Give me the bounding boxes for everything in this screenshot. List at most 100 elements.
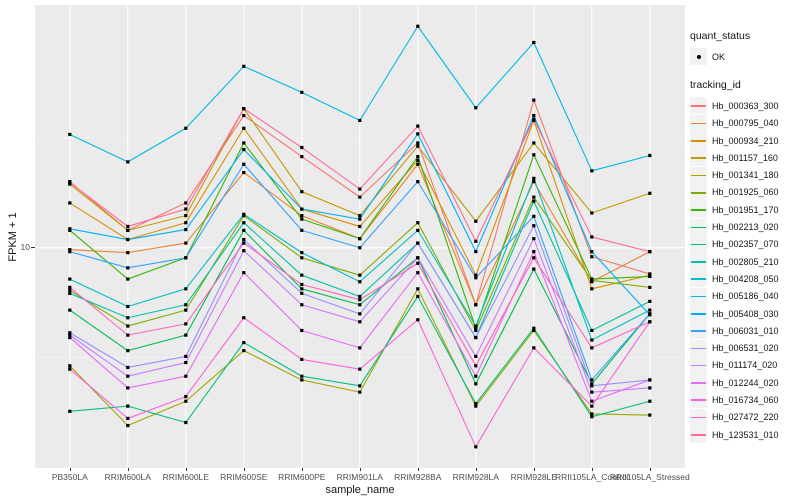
data-point <box>358 237 362 241</box>
data-point <box>126 404 130 408</box>
data-point <box>532 250 536 254</box>
x-axis-tick-mark <box>127 468 129 471</box>
data-point <box>474 276 478 280</box>
data-point <box>474 374 478 378</box>
data-point <box>242 237 246 242</box>
data-point <box>300 217 304 221</box>
plot-panel <box>35 5 685 468</box>
data-point <box>68 180 72 185</box>
data-point <box>300 374 304 378</box>
legend-item-Hb_002357_070: Hb_002357_070 <box>690 235 800 253</box>
data-point <box>416 24 420 28</box>
legend-item-Hb_016734_060: Hb_016734_060 <box>690 391 800 409</box>
data-point <box>648 250 652 254</box>
legend-item-label: Hb_001157_160 <box>712 152 778 163</box>
data-point <box>242 340 246 345</box>
x-axis-tick-mark <box>649 468 651 471</box>
line-icon <box>691 105 706 108</box>
data-point <box>300 214 304 218</box>
data-point <box>474 326 478 330</box>
data-point <box>242 107 246 111</box>
x-axis-tick-mark <box>301 468 303 471</box>
data-point <box>532 40 536 45</box>
legend-key-swatch <box>690 97 707 115</box>
legend-item-Hb_005186_040: Hb_005186_040 <box>690 287 800 305</box>
data-point <box>590 328 594 333</box>
data-point <box>590 382 594 386</box>
data-point <box>68 248 72 252</box>
data-point <box>300 207 304 211</box>
data-point <box>358 280 362 284</box>
data-point <box>68 331 72 335</box>
line-icon <box>691 295 706 298</box>
data-point <box>184 241 188 245</box>
data-point <box>68 227 72 231</box>
data-point <box>474 250 478 254</box>
legend-item-label: Hb_001341_180 <box>712 170 779 181</box>
legend-item-Hb_011174_020: Hb_011174_020 <box>690 356 800 374</box>
x-tick-label-RRIM928LE: RRIM928LE <box>510 472 557 482</box>
legend-item-Hb_002213_020: Hb_002213_020 <box>690 218 800 236</box>
legend-item-Hb_001157_160: Hb_001157_160 <box>690 149 800 167</box>
legend-item-label: Hb_016734_060 <box>712 394 779 405</box>
line-icon <box>691 261 706 263</box>
data-point <box>68 291 72 295</box>
legend-item-Hb_027472_220: Hb_027472_220 <box>690 408 800 426</box>
line-icon <box>691 174 706 177</box>
data-point <box>416 180 420 184</box>
data-point <box>242 162 246 166</box>
line-icon <box>691 209 706 211</box>
data-point <box>300 287 304 291</box>
data-point <box>474 303 478 307</box>
data-point <box>242 349 246 353</box>
legend-item-Hb_006031_010: Hb_006031_010 <box>690 322 800 340</box>
data-point <box>358 224 362 229</box>
data-point <box>242 241 246 245</box>
line-icon <box>691 122 706 125</box>
data-point <box>300 145 304 150</box>
data-point <box>416 162 420 166</box>
data-point <box>648 413 652 417</box>
data-point <box>242 221 246 225</box>
x-tick-label-RRIM600LE: RRIM600LE <box>162 472 209 482</box>
legend-item-label: Hb_005186_040 <box>712 291 779 302</box>
data-point <box>590 415 594 419</box>
legend-item-label: Hb_123531_010 <box>712 429 779 440</box>
data-point <box>242 113 246 118</box>
legend-item-label: Hb_011174_020 <box>712 360 778 371</box>
line-icon <box>691 416 706 419</box>
data-point <box>184 420 188 425</box>
data-point <box>532 224 536 228</box>
data-point <box>532 256 536 260</box>
y-axis-title: FPKM + 1 <box>7 212 19 262</box>
data-point <box>126 251 130 255</box>
data-point <box>532 98 536 102</box>
data-point <box>590 390 594 394</box>
data-point <box>358 118 362 123</box>
legend-item-Hb_005408_030: Hb_005408_030 <box>690 305 800 322</box>
data-point <box>300 155 304 159</box>
legend-key-swatch <box>690 132 707 150</box>
data-point <box>68 288 72 292</box>
data-point <box>358 384 362 388</box>
data-point <box>416 158 420 162</box>
data-point <box>590 287 594 291</box>
data-point <box>184 227 188 232</box>
point-icon <box>696 54 701 59</box>
data-point <box>358 367 362 371</box>
legend-key-swatch <box>690 408 707 426</box>
data-point <box>590 277 594 281</box>
ok-legend-key <box>690 48 707 66</box>
legend-item-Hb_000795_040: Hb_000795_040 <box>690 114 800 132</box>
data-point <box>474 273 478 277</box>
x-axis-title: sample_name <box>325 484 395 496</box>
legend-key-swatch <box>690 183 707 201</box>
data-point <box>184 256 188 260</box>
data-point <box>416 144 420 148</box>
data-point <box>590 250 594 254</box>
legend-key-swatch <box>690 218 707 236</box>
data-point <box>532 199 536 203</box>
legend-item-label: Hb_002805_210 <box>712 256 779 267</box>
data-point <box>358 273 362 277</box>
line-icon <box>691 364 706 367</box>
